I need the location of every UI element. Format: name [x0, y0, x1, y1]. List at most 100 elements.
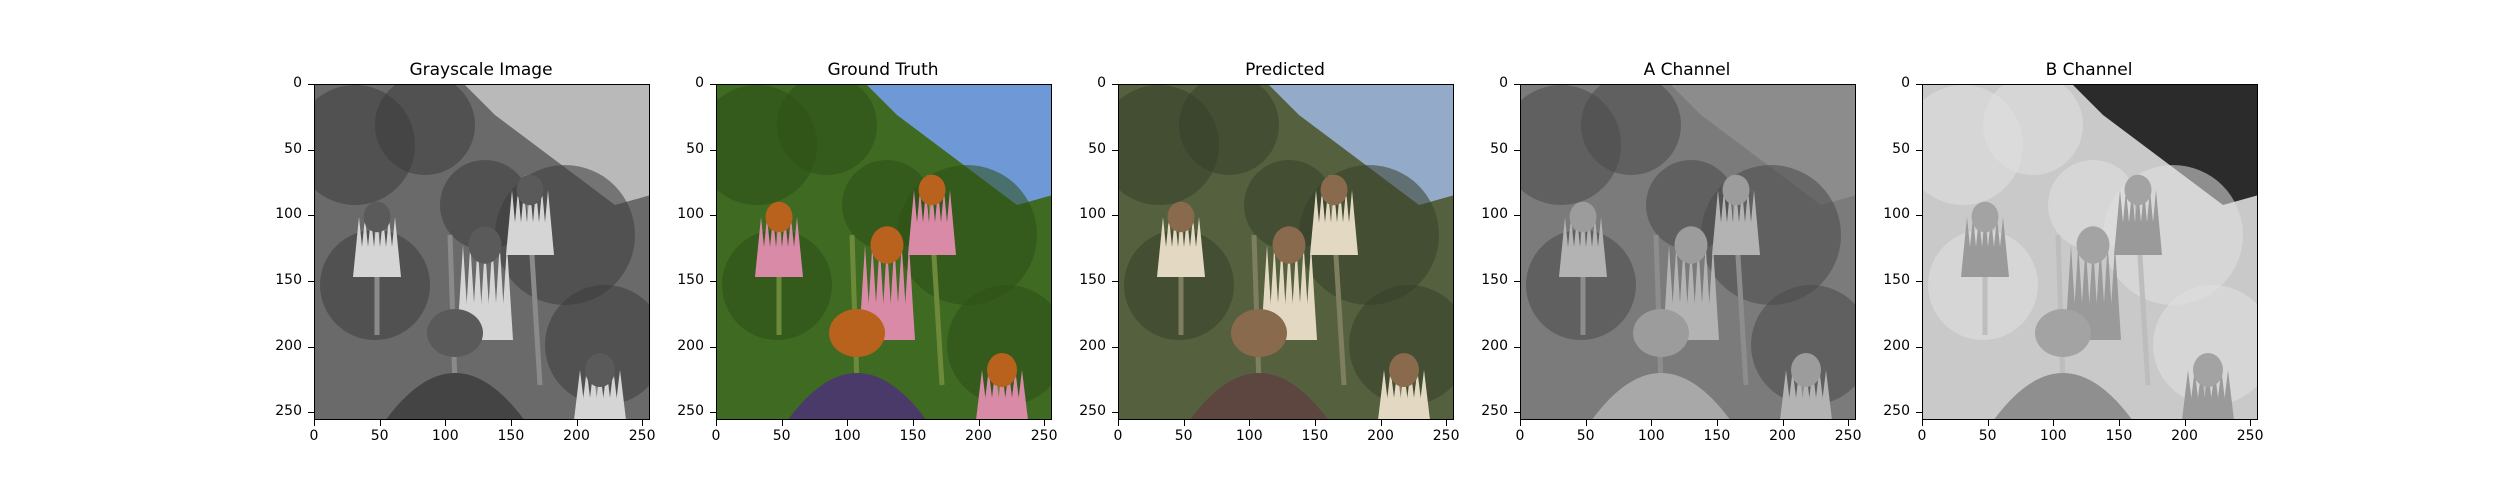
y-tick [308, 149, 314, 151]
y-tick-label: 100 [677, 206, 704, 223]
y-tick-label: 200 [1481, 337, 1508, 354]
x-tick [1716, 420, 1718, 426]
flower-cone [2193, 353, 2223, 387]
x-tick-label: 50 [772, 428, 791, 444]
y-tick [710, 412, 716, 414]
x-tick-label: 100 [1637, 428, 1665, 444]
y-tick [1916, 346, 1922, 348]
x-tick-label: 0 [1113, 428, 1123, 444]
image-grayscale [314, 84, 650, 420]
x-tick [2118, 420, 2120, 426]
y-tick [1514, 215, 1520, 217]
x-tick-label: 200 [2171, 428, 2198, 444]
x-tick [2184, 420, 2186, 426]
flower-cone [2124, 174, 2152, 206]
foliage-clump [545, 285, 649, 405]
x-tick [2053, 420, 2055, 426]
y-tick-label: 200 [1883, 337, 1910, 354]
x-tick-label: 250 [1834, 428, 1862, 444]
flower-cone [1320, 174, 1348, 206]
panel-a-channel: A Channel 0 50 100 150 200 250 0 50 100 150 200 250 [1478, 0, 1861, 500]
foliage-clump [2153, 285, 2257, 405]
flower-cone [1272, 226, 1306, 264]
y-tick [1514, 149, 1520, 151]
flower-petal [2222, 370, 2234, 419]
large-flower-cone [1231, 309, 1287, 357]
y-tick-label: 50 [1892, 140, 1910, 157]
x-tick [445, 420, 447, 426]
flower-petal [1418, 370, 1430, 419]
x-tick-label: 200 [965, 428, 992, 444]
y-tick-label: 50 [1490, 140, 1508, 157]
flower-petal [614, 370, 626, 419]
x-tick-label: 150 [1301, 428, 1329, 444]
x-tick-label: 50 [1978, 428, 1997, 444]
foliage-clump [1983, 85, 2083, 175]
foliage-clump [1581, 85, 1681, 175]
panel-title: Ground Truth [827, 60, 939, 80]
flower-cone [1722, 174, 1750, 206]
x-tick [1044, 420, 1046, 426]
y-tick-label: 50 [686, 140, 704, 157]
x-tick [1380, 420, 1382, 426]
x-tick-label: 250 [628, 428, 656, 444]
large-flower-cone [829, 309, 885, 357]
y-tick-label: 250 [677, 403, 704, 420]
flower-petal [1997, 217, 2009, 277]
y-tick-label: 150 [1481, 271, 1508, 288]
y-tick [1112, 346, 1118, 348]
foliage-clump [1244, 160, 1334, 250]
y-tick-label: 250 [275, 403, 302, 420]
x-tick [1314, 420, 1316, 426]
flower-cone [468, 226, 502, 264]
flower-petal [1016, 370, 1028, 419]
y-tick-label: 0 [1499, 75, 1508, 91]
sky-region [465, 85, 649, 205]
flower-cone [1971, 201, 1999, 233]
x-tick-label: 150 [899, 428, 927, 444]
x-tick [1987, 420, 1989, 426]
flower-petal [1820, 370, 1832, 419]
y-tick-label: 150 [1883, 271, 1910, 288]
x-tick [1520, 420, 1521, 426]
flower-petal [389, 217, 401, 277]
x-tick [1848, 420, 1850, 426]
flower-petal [2150, 190, 2162, 255]
flower-petal [501, 245, 513, 340]
x-tick-label: 0 [711, 428, 721, 444]
x-tick [716, 420, 717, 426]
image-a-channel [1520, 84, 1856, 420]
x-tick [1585, 420, 1587, 426]
flower-cone [1167, 201, 1195, 233]
x-tick [1782, 420, 1784, 426]
x-tick [314, 420, 315, 426]
y-tick-label: 100 [1079, 206, 1106, 223]
x-tick [1922, 420, 1923, 426]
x-tick-label: 50 [1174, 428, 1193, 444]
flower-cone [918, 174, 946, 206]
flower-cone [1389, 353, 1419, 387]
x-tick [978, 420, 980, 426]
image-svg [1923, 85, 2257, 419]
x-tick-label: 150 [497, 428, 525, 444]
x-tick-label: 150 [1703, 428, 1731, 444]
y-tick [710, 149, 716, 151]
flower-petal [1748, 190, 1760, 255]
flower-cone [1674, 226, 1708, 264]
panel-title: Predicted [1245, 60, 1325, 80]
y-tick-label: 0 [695, 75, 704, 91]
y-tick-label: 200 [1079, 337, 1106, 354]
y-tick [1514, 412, 1520, 414]
panel-ground-truth: Ground Truth 0 50 100 150 200 250 0 50 100 150 200… [674, 0, 1057, 500]
x-tick-label: 250 [2236, 428, 2264, 444]
flower-cone [765, 201, 793, 233]
x-tick-label: 0 [1917, 428, 1927, 444]
flower-cone [363, 201, 391, 233]
x-tick [912, 420, 914, 426]
y-tick [710, 84, 716, 85]
image-svg [315, 85, 649, 419]
y-tick [1112, 149, 1118, 151]
y-tick [308, 346, 314, 348]
y-tick [1112, 412, 1118, 414]
